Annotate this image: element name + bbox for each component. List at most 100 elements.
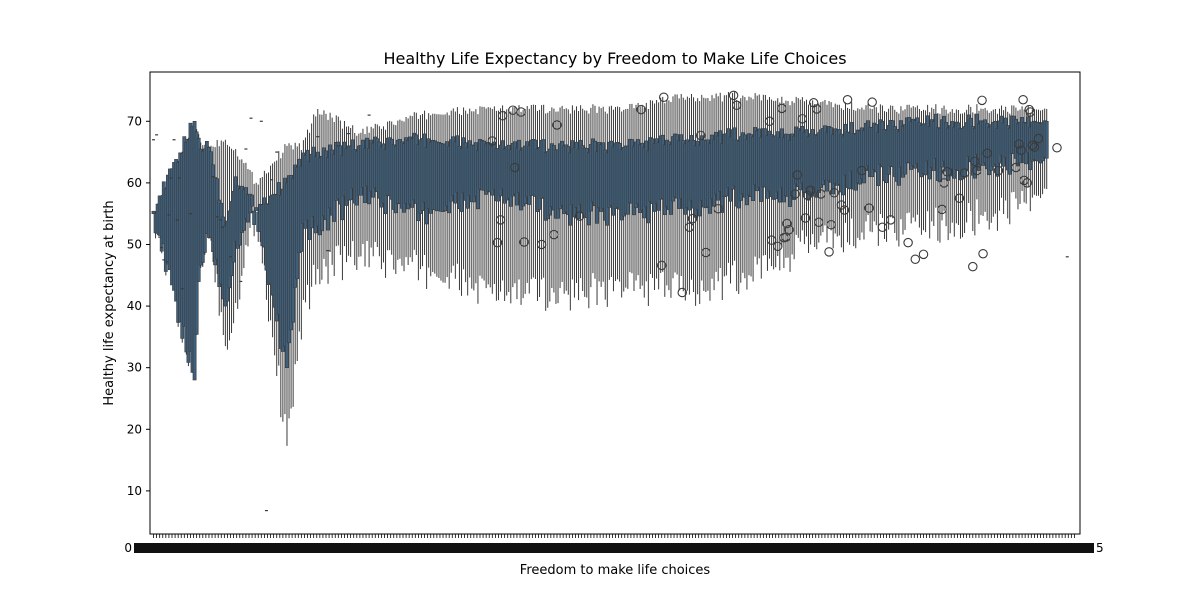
outlier-point [684,222,695,232]
box-group [728,97,733,284]
outlier-point [713,204,723,214]
outlier-point [797,114,808,124]
outlier-point [764,116,775,127]
box-group [759,100,764,279]
box-group [751,99,755,282]
outlier-point [954,193,965,204]
outlier-point [636,104,646,115]
y-tick-label: 10 [127,484,142,498]
outlier-point [993,165,1004,176]
box-body [252,210,257,225]
outlier-point [777,103,787,114]
box-group [252,183,257,237]
outlier-point [487,136,498,146]
outlier-point [1025,107,1036,117]
outlier-point [864,203,874,213]
outlier-point [497,110,508,121]
outlier-point [808,98,819,108]
box-group [486,107,491,285]
outlier-point [516,107,526,117]
outlier-point [816,189,826,199]
box-group [496,110,501,301]
outlier-point [842,94,853,105]
outlier-point [492,237,503,248]
x-tick-label-band [134,543,1094,553]
outlier-point [805,185,816,196]
outlier-point [918,249,929,260]
outlier-point [824,247,834,257]
box-body [1044,120,1049,159]
outlier-point [867,97,877,107]
box-group [523,108,528,294]
outlier-point [1011,162,1021,173]
outlier-point [977,95,987,106]
outlier-point [659,92,669,103]
y-tick-label: 60 [127,176,142,190]
outlier-point [695,130,706,141]
box-group [471,111,476,291]
outlier-point [811,104,822,114]
y-axis-label: Healthy life expectancy at birth [102,200,117,405]
outlier-point [959,168,970,178]
plot-frame [149,71,1081,535]
outlier-point [836,200,847,210]
outlier-point [1029,142,1040,152]
outlier-point [1019,175,1029,186]
outlier-point [1033,133,1044,144]
outlier-point [766,235,777,245]
box-group [484,108,489,289]
outlier-point [839,205,850,215]
outlier-point [574,211,585,221]
outlier-point [942,167,952,177]
outlier-point [792,170,802,180]
box-group [537,109,542,297]
x-tick-label: 5 [1096,541,1104,555]
outlier-point [968,261,978,272]
outlier-point [772,241,783,252]
outlier-point [826,220,836,230]
outlier-point [519,237,529,247]
box-group [508,111,513,304]
box-group [1044,108,1049,190]
outlier-point [1022,178,1032,188]
outlier-point [656,260,667,271]
outlier-point [495,215,506,225]
outlier-point [549,229,559,240]
y-tick-label: 70 [127,114,142,128]
outlier-point [885,215,896,225]
outlier-point [972,165,982,176]
box-body [250,194,254,207]
outlier-point [939,178,949,188]
outlier-point [728,90,739,101]
box-group [254,182,259,211]
outlier-point [731,100,742,111]
outlier-point [790,189,800,199]
outlier-point [1027,140,1038,151]
box-body [254,207,259,211]
outlier-point [937,204,947,215]
box-group [480,106,484,279]
outlier-point [677,287,687,298]
outlier-point [1018,94,1028,105]
x-axis-label: Freedom to make life choices [520,563,711,578]
outlier-point [510,162,520,173]
outlier-point [970,156,980,167]
box-group [576,111,581,301]
box-group [521,110,526,299]
y-tick-label: 30 [127,361,142,375]
outlier-point [802,190,813,200]
outlier-point [800,213,811,223]
outlier-point [1016,145,1026,155]
outlier-point [978,248,988,259]
box-group [502,110,507,302]
outlier-point [782,218,792,229]
box-group [708,100,712,301]
box-group [488,107,493,288]
x-tick-label: 0 [124,541,132,555]
chart-title: Healthy Life Expectancy by Freedom to Ma… [383,49,846,68]
outlier-point [877,222,888,232]
outlier-point [982,148,992,159]
